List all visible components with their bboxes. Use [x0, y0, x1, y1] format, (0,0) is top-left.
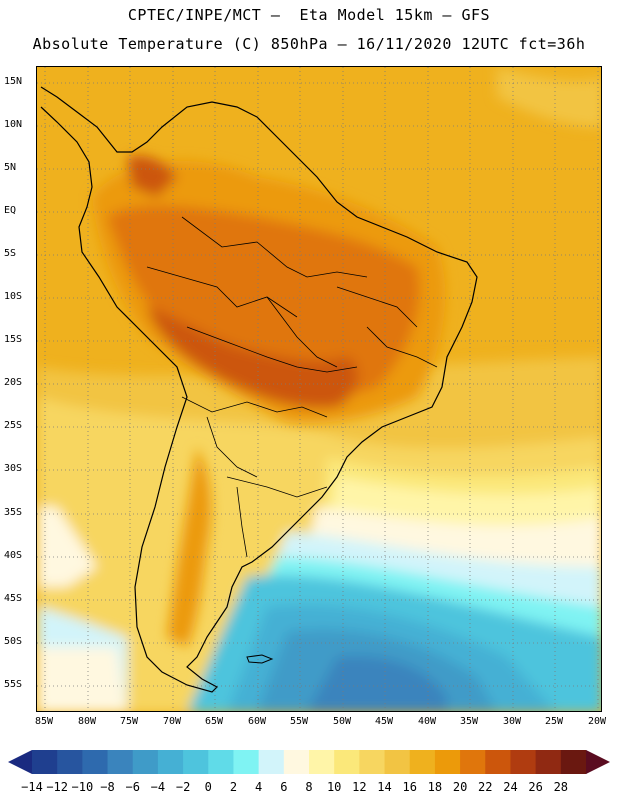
- colorbar-swatch: [82, 750, 109, 774]
- lon-label: 60W: [247, 716, 267, 727]
- lon-label: 50W: [332, 716, 352, 727]
- colorbar-swatch: [309, 750, 335, 774]
- colorbar-svg: [8, 750, 610, 774]
- colorbar-swatch: [258, 750, 285, 774]
- south-america-coastline: [40, 86, 478, 693]
- colorbar-label: 16: [402, 780, 417, 794]
- lat-label: 30S: [4, 463, 23, 474]
- colorbar-swatch: [57, 750, 83, 774]
- lat-label: 25S: [4, 420, 23, 431]
- colorbar-swatch: [510, 750, 537, 774]
- colorbar-label: −8: [100, 780, 115, 794]
- colorbar-low-arrow: [8, 750, 32, 774]
- colorbar-label: 24: [503, 780, 518, 794]
- land-heat: [92, 155, 446, 647]
- lon-label: 35W: [459, 716, 479, 727]
- colorbar-label: 14: [377, 780, 392, 794]
- colorbar-swatch: [283, 750, 310, 774]
- lon-label: 80W: [77, 716, 97, 727]
- lat-label: 10N: [4, 119, 23, 130]
- colorbar-swatch: [409, 750, 436, 774]
- colorbar-label: 4: [255, 780, 263, 794]
- colorbar-swatch: [233, 750, 260, 774]
- map-title-line-2: Absolute Temperature (C) 850hPa – 16/11/…: [32, 35, 586, 53]
- colorbar-swatch: [157, 750, 184, 774]
- colorbar-swatch: [359, 750, 386, 774]
- lon-label: 75W: [119, 716, 139, 727]
- colorbar-label: −14: [21, 780, 43, 794]
- colorbar-label: 2: [229, 780, 238, 794]
- colorbar-swatch: [460, 750, 486, 774]
- lat-label: 20S: [4, 377, 23, 388]
- falkland-islands: [246, 654, 274, 664]
- colorbar-label: 18: [427, 780, 443, 794]
- colorbar-label: −10: [71, 780, 94, 794]
- lon-label: 85W: [34, 716, 54, 727]
- colorbar-swatch: [107, 750, 134, 774]
- temperature-field: [37, 67, 601, 711]
- lon-label: 40W: [417, 716, 437, 727]
- lat-label: 5N: [4, 162, 17, 173]
- lat-label: 35S: [4, 507, 23, 518]
- colorbar-label: −2: [175, 780, 191, 794]
- colorbar-swatch: [183, 750, 209, 774]
- lat-label: EQ: [4, 205, 17, 216]
- colorbar-label: 20: [452, 780, 468, 794]
- colorbar-swatch: [384, 750, 411, 774]
- colorbar-label: −6: [125, 780, 140, 794]
- colorbar-swatch: [535, 750, 562, 774]
- lat-label: 15S: [4, 334, 23, 345]
- lat-label: 50S: [4, 636, 23, 647]
- lon-label: 25W: [544, 716, 564, 727]
- colorbar-label: 26: [528, 780, 543, 794]
- colorbar-high-arrow: [586, 750, 610, 774]
- colorbar-swatches: [32, 750, 587, 774]
- temperature-map[interactable]: [36, 66, 602, 712]
- lat-label: 5S: [4, 248, 17, 259]
- colorbar-label: 0: [204, 780, 212, 794]
- lat-label: 15N: [4, 76, 23, 87]
- colorbar-swatch: [485, 750, 511, 774]
- colorbar-label: 10: [326, 780, 342, 794]
- map-title-line-1: CPTEC/INPE/MCT – Eta Model 15km – GFS: [127, 6, 491, 24]
- country-borders: [146, 216, 438, 558]
- colorbar-label: 22: [478, 780, 493, 794]
- lat-label: 40S: [4, 550, 23, 561]
- colorbar-label: −4: [150, 780, 166, 794]
- colorbar-swatch: [208, 750, 234, 774]
- lon-label: 55W: [289, 716, 309, 727]
- colorbar-swatch: [132, 750, 159, 774]
- lon-label: 65W: [204, 716, 224, 727]
- colorbar-label: 8: [305, 780, 313, 794]
- colorbar-swatch: [334, 750, 360, 774]
- colorbar-label: 28: [553, 780, 569, 794]
- colorbar-label: 6: [280, 780, 288, 794]
- lon-label: 70W: [162, 716, 182, 727]
- lon-label: 20W: [587, 716, 607, 727]
- lat-label: 10S: [4, 291, 23, 302]
- lat-label: 55S: [4, 679, 23, 690]
- lon-label: 30W: [502, 716, 522, 727]
- colorbar-label: 12: [352, 780, 367, 794]
- colorbar-swatch: [434, 750, 461, 774]
- colorbar-swatch: [560, 750, 587, 774]
- lon-label: 45W: [374, 716, 394, 727]
- lat-label: 45S: [4, 593, 23, 604]
- colorbar-swatch: [32, 750, 58, 774]
- colorbar-label: −12: [46, 780, 69, 794]
